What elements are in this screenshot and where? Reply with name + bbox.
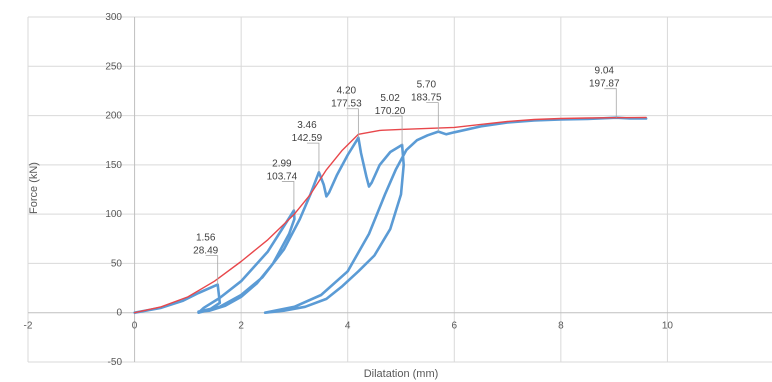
x-tick-label: 4 bbox=[345, 321, 351, 332]
annotation-y-label: 103.74 bbox=[267, 171, 298, 182]
y-axis-title: Force (kN) bbox=[28, 162, 40, 214]
x-tick-label: 6 bbox=[452, 321, 458, 332]
annotations-group: 1.56 28.49 2.99 103.74 3.46 142.59 4.20 177.53 5… bbox=[193, 66, 620, 285]
annotation-x-label: 5.70 bbox=[417, 80, 437, 91]
annotation-x-label: 3.46 bbox=[297, 120, 317, 131]
annotation-x-label: 1.56 bbox=[196, 233, 216, 244]
annotation-leader bbox=[346, 108, 359, 138]
y-tick-label: 150 bbox=[105, 160, 122, 171]
grid bbox=[27, 16, 772, 363]
annotation-leader bbox=[604, 88, 617, 118]
y-tick-label: 250 bbox=[105, 61, 122, 72]
annotation-y-label: 197.87 bbox=[589, 79, 620, 90]
x-tick-label: 2 bbox=[238, 321, 244, 332]
annotation-leader bbox=[390, 115, 403, 145]
measured-curve bbox=[133, 116, 648, 314]
x-tick-label: -2 bbox=[24, 321, 33, 332]
envelope-curve bbox=[133, 116, 647, 314]
annotation-leader bbox=[426, 102, 439, 132]
y-tick-label: 50 bbox=[111, 258, 123, 269]
series-group bbox=[133, 116, 648, 314]
annotation-x-label: 9.04 bbox=[595, 66, 615, 77]
annotation-y-label: 28.49 bbox=[193, 246, 218, 257]
annotation-x-label: 5.02 bbox=[380, 93, 400, 104]
y-tick-label: -50 bbox=[108, 357, 123, 368]
x-axis-title: Dilatation (mm) bbox=[364, 368, 439, 380]
x-tick-label: 0 bbox=[132, 321, 138, 332]
y-tick-label: 300 bbox=[105, 12, 122, 23]
annotation-leader bbox=[281, 181, 295, 211]
y-tick-label: 200 bbox=[105, 111, 122, 122]
annotation-y-label: 170.20 bbox=[375, 106, 406, 117]
annotation-y-label: 177.53 bbox=[331, 99, 362, 110]
annotation-x-label: 4.20 bbox=[337, 86, 357, 97]
annotation-leader bbox=[205, 255, 219, 285]
x-tick-label: 8 bbox=[558, 321, 564, 332]
y-tick-label: 100 bbox=[105, 209, 122, 220]
annotation-y-label: 183.75 bbox=[411, 93, 442, 104]
annotation-leader bbox=[306, 142, 320, 173]
x-tick-label: 10 bbox=[662, 321, 674, 332]
zero-axes bbox=[28, 17, 772, 362]
y-tick-label: 0 bbox=[116, 308, 122, 319]
annotation-x-label: 2.99 bbox=[272, 158, 292, 169]
annotation-y-label: 142.59 bbox=[292, 133, 323, 144]
